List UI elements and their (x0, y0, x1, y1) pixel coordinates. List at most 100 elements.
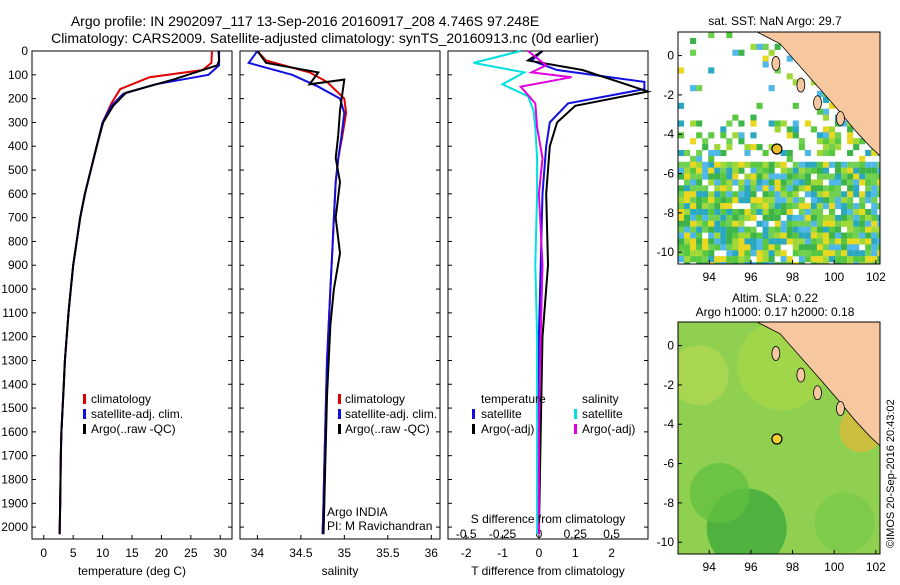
sst-pixel (792, 132, 799, 139)
sst-pixel (828, 203, 836, 210)
diff-temp-satellite-line (529, 50, 646, 535)
sst-pixel (738, 138, 745, 145)
sst-pixel (750, 185, 757, 192)
sst-pixel (720, 203, 727, 210)
sst-pixel (756, 179, 763, 186)
sst-pixel (684, 256, 691, 263)
sst-pixel (708, 203, 715, 210)
sst-pixel (774, 179, 781, 186)
sst-pixel (702, 167, 709, 174)
sst-pixel (841, 197, 848, 204)
sst-pixel (877, 191, 880, 198)
sst-pixel (798, 232, 805, 239)
sst-pixel (828, 144, 836, 151)
sst-pixel (774, 67, 781, 74)
sst-pixel (678, 191, 685, 198)
map-lat-label: -4 (663, 127, 674, 141)
sst-pixel (859, 220, 866, 227)
sst-pixel (684, 226, 691, 233)
sst-pixel (750, 238, 757, 245)
sst-pixel (828, 220, 836, 227)
sst-pixel (702, 238, 709, 245)
sst-pixel (816, 161, 824, 168)
sst-pixel (780, 179, 787, 186)
s-difference-axis-label: S difference from climatology (471, 512, 626, 526)
sst-pixel (835, 144, 842, 151)
sst-pixel (780, 167, 787, 174)
sst-pixel (768, 250, 775, 257)
sst-pixel (750, 179, 757, 186)
sst-pixel (853, 232, 860, 239)
temperature-tick-label: 10 (96, 546, 110, 560)
sst-pixel (786, 220, 793, 227)
sst-pixel (750, 232, 757, 239)
sst-pixel (690, 256, 697, 263)
sst-pixel (798, 173, 805, 180)
sst-pixel (750, 208, 757, 216)
sst-pixel (684, 149, 691, 157)
sst-pixel (750, 262, 757, 264)
sst-pixel (847, 214, 854, 221)
sst-pixel (762, 232, 769, 239)
sst-pixel (871, 149, 878, 157)
sst-pixel (804, 161, 811, 168)
sst-pixel (720, 132, 727, 139)
sst-pixel (877, 250, 880, 257)
sst-pixel (684, 244, 691, 251)
sst-pixel (696, 85, 703, 92)
sst-pixel (702, 191, 709, 198)
sst-pixel (768, 49, 775, 56)
sst-pixel (708, 149, 715, 157)
sst-pixel (756, 238, 763, 245)
sst-pixel (798, 185, 805, 192)
sst-pixel (841, 173, 848, 180)
sst-pixel (859, 214, 866, 221)
sst-pixel (822, 197, 830, 204)
sst-pixel (865, 214, 872, 221)
sst-pixel (828, 232, 836, 239)
sst-pixel (738, 250, 745, 257)
sst-pixel (865, 232, 872, 239)
sst-pixel (732, 238, 739, 245)
sst-pixel (859, 155, 866, 162)
sst-pixel (678, 120, 685, 127)
sst-pixel (871, 238, 878, 245)
sst-pixel (859, 226, 866, 233)
sst-pixel (756, 161, 763, 168)
salinity-axis-label: salinity (322, 564, 359, 578)
t-difference-tick-label: -2 (461, 546, 472, 560)
sst-pixel (762, 185, 769, 192)
sst-pixel (853, 262, 860, 264)
depth-tick-label: 1400 (1, 377, 28, 391)
sst-pixel (684, 214, 691, 221)
map-lon-label: 96 (744, 560, 758, 574)
sst-pixel (756, 244, 763, 251)
sst-pixel (738, 191, 745, 198)
sst-pixel (720, 197, 727, 204)
salinity-tick-label: 36 (425, 546, 439, 560)
temperature-legend: climatology satellite-adj. clim. Argo(..… (83, 392, 183, 436)
sst-pixel (762, 43, 769, 50)
sst-pixel (690, 244, 697, 251)
sst-pixel (786, 203, 793, 210)
sst-pixel (780, 256, 787, 263)
legend-swatch-argo (338, 424, 341, 434)
sla-blob (678, 345, 729, 406)
sst-pixel (690, 37, 697, 44)
sst-pixel (678, 185, 685, 192)
sst-pixel (750, 120, 757, 127)
sst-pixel (798, 250, 805, 257)
sst-pixel (780, 250, 787, 257)
sst-pixel (696, 191, 703, 198)
sst-pixel (678, 197, 685, 204)
sst-pixel (786, 197, 793, 204)
sst-pixel (871, 250, 878, 257)
sst-pixel (684, 185, 691, 192)
sst-pixel (822, 250, 830, 257)
sst-pixel (678, 149, 685, 157)
sst-pixel (726, 191, 733, 198)
pi-annotation: PI: M Ravichandran (327, 519, 432, 533)
sst-pixel (780, 238, 787, 245)
sst-pixel (847, 256, 854, 263)
